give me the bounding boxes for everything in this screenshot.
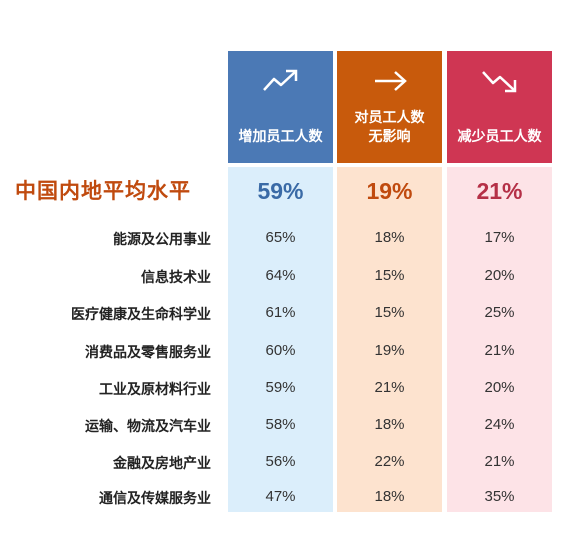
column-label-decrease: 减少员工人数	[457, 129, 542, 145]
industry-label: 能源及公用事业	[113, 232, 211, 248]
industry-label: 金融及房地产业	[113, 456, 211, 472]
value-no-effect: 22%	[374, 453, 405, 470]
value-no-effect: 18%	[374, 229, 405, 246]
industry-label: 工业及原材料行业	[99, 382, 211, 398]
value-no-effect: 15%	[374, 304, 405, 321]
trend-down-icon	[481, 71, 516, 93]
table-row: 信息技术业 64% 15% 20%	[0, 261, 587, 291]
column-header-decrease: 减少员工人数	[447, 51, 552, 163]
value-increase: 47%	[265, 488, 296, 505]
value-no-effect: 18%	[374, 488, 405, 505]
table-row: 通信及传媒服务业 47% 18% 35%	[0, 482, 587, 512]
arrow-right-icon	[374, 71, 407, 91]
table-row: 能源及公用事业 65% 18% 17%	[0, 223, 587, 253]
column-header-increase: 增加员工人数	[228, 51, 333, 163]
value-decrease: 35%	[484, 488, 515, 505]
industry-label: 信息技术业	[141, 270, 211, 286]
value-no-effect: 21%	[374, 379, 405, 396]
value-increase: 64%	[265, 267, 296, 284]
column-background-increase	[228, 167, 333, 512]
table-row: 运输、物流及汽车业 58% 18% 24%	[0, 410, 587, 440]
value-increase: 59%	[265, 379, 296, 396]
value-no-effect: 15%	[374, 267, 405, 284]
table-row: 医疗健康及生命科学业 61% 15% 25%	[0, 298, 587, 328]
value-decrease: 24%	[484, 416, 515, 433]
value-no-effect: 19%	[374, 342, 405, 359]
average-value-decrease: 21%	[476, 178, 523, 204]
value-increase: 61%	[265, 304, 296, 321]
column-label-increase: 增加员工人数	[238, 129, 323, 145]
industry-label: 消费品及零售服务业	[85, 345, 211, 361]
industry-label: 医疗健康及生命科学业	[71, 307, 211, 323]
value-decrease: 25%	[484, 304, 515, 321]
value-no-effect: 18%	[374, 416, 405, 433]
value-decrease: 17%	[484, 229, 515, 246]
value-increase: 56%	[265, 453, 296, 470]
column-background-decrease	[447, 167, 552, 512]
column-header-no-effect: 对员工人数 无影响	[337, 51, 442, 163]
column-background-no-effect	[337, 167, 442, 512]
value-increase: 65%	[265, 229, 296, 246]
value-decrease: 20%	[484, 267, 515, 284]
industry-label: 运输、物流及汽车业	[85, 419, 211, 435]
average-label: 中国内地平均水平	[15, 179, 191, 203]
average-value-increase: 59%	[257, 178, 304, 204]
value-increase: 58%	[265, 416, 296, 433]
table-row: 金融及房地产业 56% 22% 21%	[0, 447, 587, 477]
table-row: 消费品及零售服务业 60% 19% 21%	[0, 336, 587, 366]
industry-label: 通信及传媒服务业	[99, 491, 211, 507]
trend-up-icon	[262, 69, 297, 91]
value-increase: 60%	[265, 342, 296, 359]
average-value-no-effect: 19%	[366, 178, 413, 204]
value-decrease: 21%	[484, 342, 515, 359]
value-decrease: 20%	[484, 379, 515, 396]
column-label-no-effect: 对员工人数 无影响	[354, 110, 425, 145]
table-row: 工业及原材料行业 59% 21% 20%	[0, 373, 587, 403]
value-decrease: 21%	[484, 453, 515, 470]
